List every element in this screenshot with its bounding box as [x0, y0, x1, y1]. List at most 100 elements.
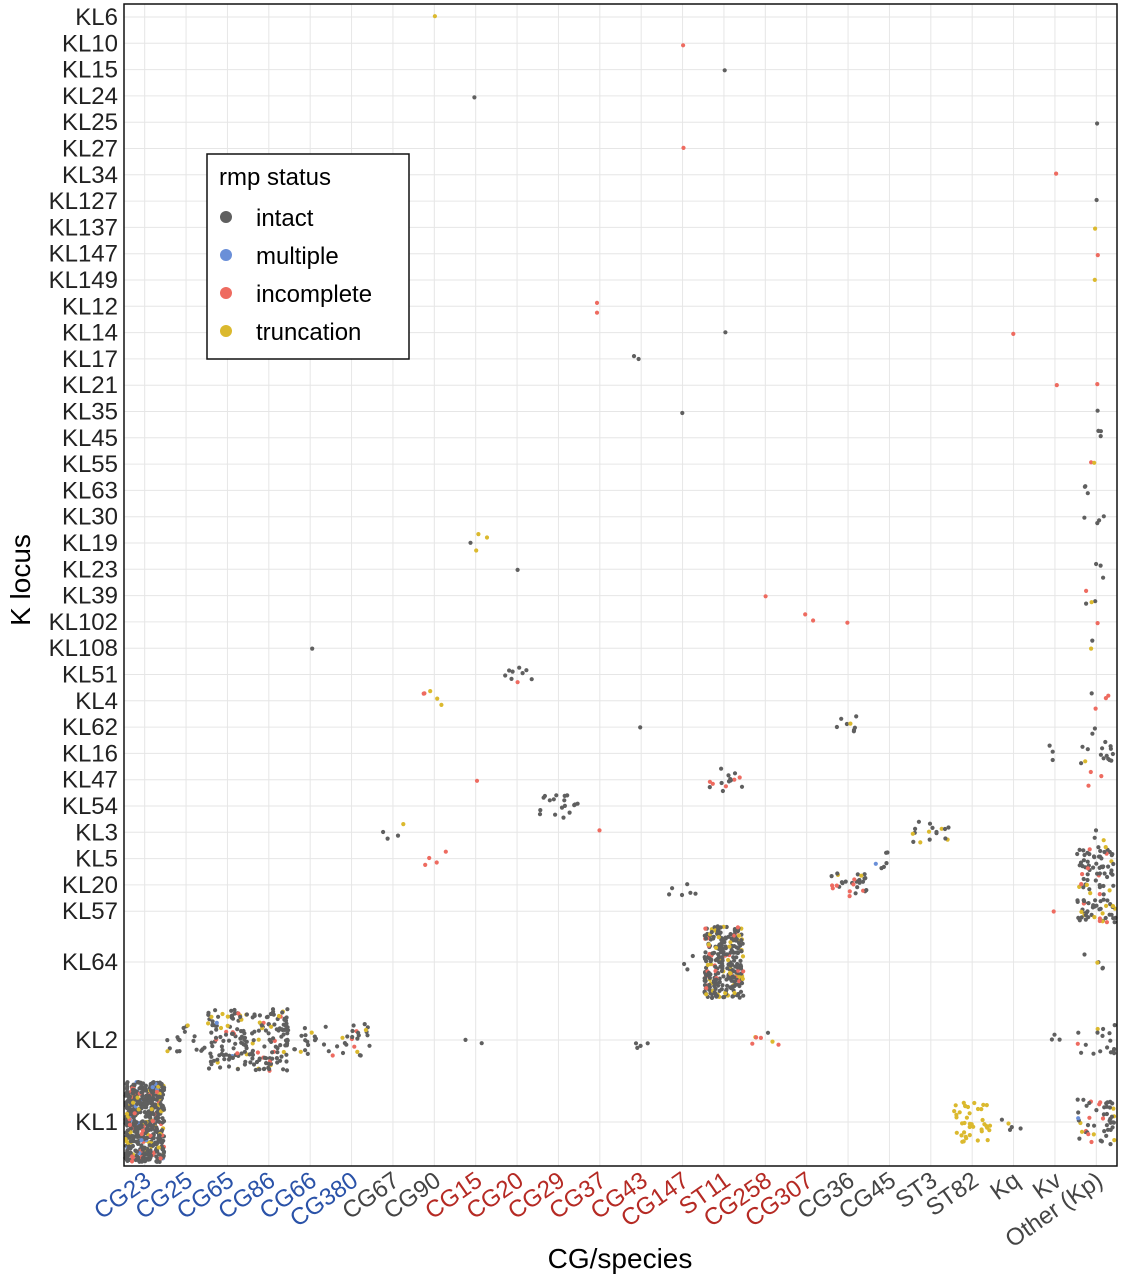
point-intact — [160, 1120, 165, 1125]
point-intact — [136, 1156, 141, 1161]
point-intact — [214, 1027, 219, 1032]
point-intact — [144, 1126, 150, 1132]
point-intact — [1076, 1110, 1081, 1115]
legend-box — [206, 153, 410, 360]
point-intact — [725, 966, 730, 971]
point-intact — [144, 1105, 149, 1110]
point-intact — [717, 942, 722, 947]
point-intact — [723, 330, 728, 335]
point-intact — [1085, 747, 1090, 752]
point-intact — [1075, 1097, 1080, 1102]
point-intact — [732, 969, 737, 974]
point-intact — [916, 819, 922, 824]
point-intact — [303, 1048, 308, 1053]
point-intact — [1101, 892, 1106, 897]
point-intact — [738, 989, 744, 994]
point-intact — [1094, 861, 1099, 866]
y-tick-label: KL4 — [75, 688, 118, 715]
point-intact — [278, 1043, 283, 1048]
point-incomplete — [474, 778, 480, 783]
point-intact — [271, 1012, 276, 1017]
point-intact — [344, 1042, 349, 1047]
point-intact — [161, 1105, 166, 1110]
point-intact — [690, 953, 695, 959]
point-intact — [722, 940, 727, 945]
point-incomplete — [1087, 847, 1092, 852]
point-intact — [150, 1095, 156, 1100]
point-truncation — [276, 1013, 282, 1019]
point-intact — [942, 826, 948, 832]
y-tick-label: KL108 — [49, 635, 118, 662]
y-tick-label: KL55 — [62, 451, 118, 478]
point-intact — [712, 990, 717, 995]
point-truncation — [971, 1124, 976, 1129]
point-intact — [350, 1028, 355, 1034]
point-intact — [143, 1100, 148, 1106]
point-intact — [131, 1082, 136, 1087]
point-intact — [239, 1051, 244, 1056]
point-intact — [219, 1044, 224, 1049]
point-truncation — [975, 1138, 980, 1143]
point-intact — [835, 871, 840, 876]
point-intact — [725, 983, 730, 988]
point-intact — [275, 1050, 280, 1055]
point-intact — [562, 793, 567, 799]
point-intact — [1105, 874, 1110, 880]
point-incomplete — [811, 618, 816, 623]
y-tick-label: KL34 — [62, 162, 118, 189]
y-tick-labels: KL6KL10KL15KL24KL25KL27KL34KL127KL137KL1… — [49, 4, 118, 1136]
point-intact — [125, 1128, 130, 1133]
point-incomplete — [1095, 253, 1100, 258]
point-intact — [1092, 726, 1097, 731]
point-truncation — [1088, 891, 1093, 896]
point-intact — [305, 1051, 310, 1056]
point-intact — [128, 1139, 133, 1144]
point-truncation — [859, 873, 864, 878]
point-intact — [736, 946, 741, 951]
point-intact — [302, 1026, 307, 1031]
point-intact — [946, 825, 951, 830]
point-intact — [275, 1046, 280, 1051]
point-intact — [704, 959, 709, 964]
point-intact — [160, 1128, 165, 1133]
point-intact — [537, 812, 543, 817]
point-intact — [730, 994, 735, 999]
point-intact — [1097, 883, 1102, 888]
point-intact — [194, 1047, 199, 1052]
point-intact — [715, 981, 720, 986]
point-intact — [182, 1029, 187, 1034]
point-intact — [266, 1031, 271, 1036]
legend-label-intact: intact — [256, 205, 314, 232]
point-intact — [252, 1012, 257, 1017]
point-intact — [206, 1066, 212, 1071]
point-intact — [724, 924, 729, 930]
legend-label-multiple: multiple — [256, 243, 339, 270]
point-truncation — [1095, 960, 1100, 965]
point-intact — [263, 1028, 268, 1033]
point-intact — [860, 879, 866, 884]
point-intact — [927, 837, 932, 842]
point-intact — [279, 1054, 284, 1059]
point-intact — [730, 984, 735, 989]
point-intact — [244, 1012, 249, 1017]
legend-label-incomplete: incomplete — [256, 281, 372, 308]
point-intact — [1107, 1118, 1112, 1123]
point-intact — [724, 952, 730, 957]
point-truncation — [156, 1145, 161, 1150]
point-incomplete — [235, 1051, 240, 1056]
point-intact — [854, 714, 859, 719]
point-truncation — [435, 696, 440, 701]
point-intact — [735, 950, 741, 956]
point-intact — [1081, 1097, 1086, 1102]
point-intact — [507, 668, 512, 673]
point-intact — [213, 1008, 218, 1013]
point-incomplete — [1106, 693, 1111, 698]
y-tick-label: KL24 — [62, 83, 118, 110]
point-incomplete — [754, 1035, 759, 1040]
point-intact — [1098, 848, 1103, 854]
point-intact — [1103, 915, 1108, 921]
point-intact — [153, 1102, 158, 1107]
point-intact — [278, 1058, 283, 1063]
y-tick-label: KL25 — [62, 109, 118, 136]
point-intact — [218, 1034, 223, 1040]
